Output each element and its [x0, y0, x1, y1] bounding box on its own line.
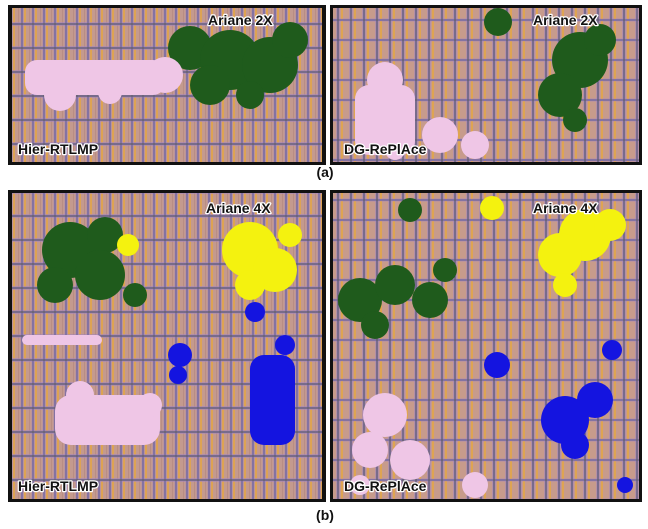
- design-label: Ariane 2X: [208, 12, 273, 28]
- blob: [147, 57, 183, 93]
- blob: [538, 233, 582, 277]
- blob: [433, 258, 457, 282]
- blob: [168, 343, 192, 367]
- panel: Ariane 2X DG-RePlAce: [330, 5, 642, 165]
- blob: [398, 198, 422, 222]
- blob: [412, 282, 448, 318]
- figure: Ariane 2X Hier-RTLMP Ariane 2X DG-RePlAc…: [0, 0, 648, 529]
- design-label: Ariane 4X: [206, 200, 271, 216]
- blob: [462, 472, 488, 498]
- blob: [363, 393, 407, 437]
- blob: [584, 24, 616, 56]
- method-label: DG-RePlAce: [344, 141, 427, 157]
- blob: [98, 80, 122, 104]
- blob: [484, 8, 512, 36]
- blob: [422, 117, 458, 153]
- blob: [44, 79, 76, 111]
- blob: [484, 352, 510, 378]
- blob: [250, 355, 295, 445]
- blob: [138, 393, 162, 417]
- blob: [22, 335, 102, 345]
- blob: [236, 81, 264, 109]
- caption: (a): [316, 164, 333, 180]
- blob: [190, 65, 230, 105]
- panel: Ariane 4X Hier-RTLMP: [8, 190, 326, 502]
- method-label: Hier-RTLMP: [18, 478, 98, 494]
- blob: [352, 432, 388, 468]
- blob: [123, 283, 147, 307]
- method-label: DG-RePlAce: [344, 478, 427, 494]
- method-label: Hier-RTLMP: [18, 141, 98, 157]
- design-label: Ariane 2X: [533, 12, 598, 28]
- blob: [563, 108, 587, 132]
- blob: [272, 22, 308, 58]
- blob: [278, 223, 302, 247]
- blob: [480, 196, 504, 220]
- blob: [235, 270, 265, 300]
- design-label: Ariane 4X: [533, 200, 598, 216]
- blob: [75, 250, 125, 300]
- panel: Ariane 2X Hier-RTLMP: [8, 5, 326, 165]
- blob: [577, 382, 613, 418]
- blob: [275, 335, 295, 355]
- blob: [553, 273, 577, 297]
- blob: [561, 431, 589, 459]
- blob: [390, 440, 430, 480]
- blob: [594, 209, 626, 241]
- blob: [461, 131, 489, 159]
- blob: [117, 234, 139, 256]
- blob: [37, 267, 73, 303]
- blob: [361, 311, 389, 339]
- blob: [169, 366, 187, 384]
- blob: [245, 302, 265, 322]
- blob: [617, 477, 633, 493]
- blob: [375, 265, 415, 305]
- panel: Ariane 4X DG-RePlAce: [330, 190, 642, 502]
- blob: [602, 340, 622, 360]
- caption: (b): [316, 507, 334, 523]
